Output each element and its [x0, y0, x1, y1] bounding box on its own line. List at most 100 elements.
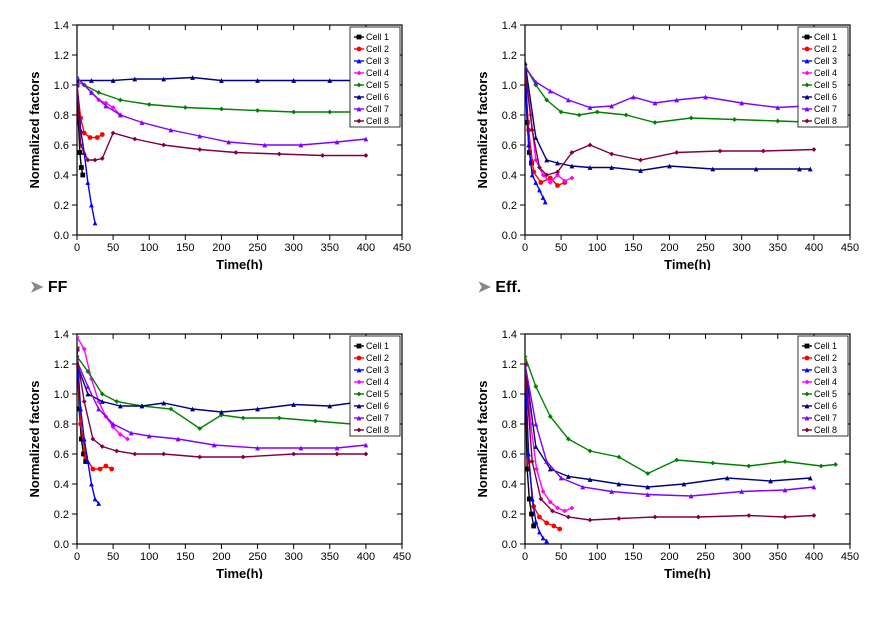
chart-svg-0: 0501001502002503003504004500.00.20.40.60… — [22, 10, 422, 270]
svg-text:Time(h): Time(h) — [216, 257, 263, 270]
svg-text:450: 450 — [393, 242, 411, 254]
svg-text:Normalized factors: Normalized factors — [27, 380, 42, 497]
svg-text:0.6: 0.6 — [54, 449, 69, 461]
svg-text:200: 200 — [212, 551, 230, 563]
svg-text:0.4: 0.4 — [54, 170, 69, 182]
svg-text:350: 350 — [768, 242, 786, 254]
svg-text:450: 450 — [840, 242, 858, 254]
svg-text:Cell 6: Cell 6 — [814, 401, 837, 411]
svg-text:300: 300 — [284, 242, 302, 254]
chart-svg-1: 0501001502002503003504004500.00.20.40.60… — [470, 10, 870, 270]
svg-text:1.2: 1.2 — [54, 50, 69, 62]
svg-text:100: 100 — [140, 242, 158, 254]
svg-text:250: 250 — [248, 242, 266, 254]
svg-text:0: 0 — [521, 242, 527, 254]
svg-text:1.4: 1.4 — [501, 20, 516, 32]
svg-text:Cell 5: Cell 5 — [366, 80, 389, 90]
svg-text:450: 450 — [840, 551, 858, 563]
svg-text:1.0: 1.0 — [54, 80, 69, 92]
svg-text:Cell 6: Cell 6 — [814, 92, 837, 102]
svg-text:Cell 3: Cell 3 — [366, 365, 389, 375]
panel-bottom-right: 0501001502002503003504004500.00.20.40.60… — [448, 309, 895, 617]
svg-text:Cell 3: Cell 3 — [814, 56, 837, 66]
svg-text:Cell 5: Cell 5 — [814, 389, 837, 399]
svg-text:Cell 8: Cell 8 — [366, 116, 389, 126]
svg-text:Cell 3: Cell 3 — [366, 56, 389, 66]
svg-text:Cell 1: Cell 1 — [814, 32, 837, 42]
svg-text:Cell 4: Cell 4 — [366, 68, 389, 78]
svg-text:0.8: 0.8 — [54, 110, 69, 122]
svg-text:1.0: 1.0 — [501, 389, 516, 401]
svg-text:Cell 2: Cell 2 — [366, 353, 389, 363]
svg-text:Cell 5: Cell 5 — [814, 80, 837, 90]
chart-svg-2: 0501001502002503003504004500.00.20.40.60… — [22, 319, 422, 579]
svg-text:400: 400 — [357, 242, 375, 254]
svg-text:Normalized factors: Normalized factors — [27, 71, 42, 188]
svg-text:250: 250 — [696, 242, 714, 254]
svg-text:300: 300 — [732, 551, 750, 563]
svg-text:50: 50 — [107, 242, 119, 254]
chart-grid: 0 50 100 150 200 250 300 350 400 450 0.0 0.2 0.4 0.6 0… — [0, 0, 895, 617]
bullet-eff: ➤ Eff. — [478, 277, 522, 297]
svg-text:Cell 1: Cell 1 — [814, 341, 837, 351]
svg-text:0.4: 0.4 — [501, 170, 516, 182]
svg-text:350: 350 — [768, 551, 786, 563]
svg-text:Time(h): Time(h) — [216, 566, 263, 579]
svg-text:Cell 7: Cell 7 — [366, 104, 389, 114]
svg-text:Cell 1: Cell 1 — [366, 32, 389, 42]
svg-text:Time(h): Time(h) — [664, 257, 711, 270]
svg-text:200: 200 — [660, 551, 678, 563]
svg-text:0.2: 0.2 — [501, 509, 516, 521]
bullet-eff-label: Eff. — [495, 279, 521, 296]
svg-text:50: 50 — [554, 551, 566, 563]
svg-text:1.2: 1.2 — [501, 50, 516, 62]
svg-text:Time(h): Time(h) — [664, 566, 711, 579]
svg-text:150: 150 — [176, 242, 194, 254]
svg-text:350: 350 — [321, 551, 339, 563]
svg-text:1.4: 1.4 — [501, 329, 516, 341]
svg-text:Cell 2: Cell 2 — [814, 44, 837, 54]
svg-text:Cell 6: Cell 6 — [366, 401, 389, 411]
panel-top-right: 0501001502002503003504004500.00.20.40.60… — [448, 0, 895, 309]
bullet-ff-label: FF — [48, 279, 68, 296]
chart-svg-3: 0501001502002503003504004500.00.20.40.60… — [470, 319, 870, 579]
svg-text:50: 50 — [107, 551, 119, 563]
svg-text:Normalized factors: Normalized factors — [475, 380, 490, 497]
svg-text:100: 100 — [588, 242, 606, 254]
svg-text:0: 0 — [521, 551, 527, 563]
svg-text:400: 400 — [357, 551, 375, 563]
svg-text:350: 350 — [321, 242, 339, 254]
svg-text:Cell 2: Cell 2 — [366, 44, 389, 54]
svg-text:0.8: 0.8 — [54, 419, 69, 431]
svg-text:0.6: 0.6 — [501, 449, 516, 461]
svg-text:300: 300 — [732, 242, 750, 254]
svg-text:150: 150 — [624, 551, 642, 563]
panel-bottom-left: 0501001502002503003504004500.00.20.40.60… — [0, 309, 448, 617]
svg-text:0.8: 0.8 — [501, 110, 516, 122]
svg-text:0.2: 0.2 — [501, 200, 516, 212]
svg-text:Cell 7: Cell 7 — [814, 413, 837, 423]
svg-text:Cell 6: Cell 6 — [366, 92, 389, 102]
svg-text:Cell 1: Cell 1 — [366, 341, 389, 351]
svg-text:Cell 5: Cell 5 — [366, 389, 389, 399]
svg-text:200: 200 — [660, 242, 678, 254]
svg-text:0.4: 0.4 — [501, 479, 516, 491]
svg-text:Cell 4: Cell 4 — [366, 377, 389, 387]
svg-text:Cell 7: Cell 7 — [814, 104, 837, 114]
svg-text:400: 400 — [804, 242, 822, 254]
svg-text:1.2: 1.2 — [54, 359, 69, 371]
svg-text:1.2: 1.2 — [501, 359, 516, 371]
svg-text:0.6: 0.6 — [54, 140, 69, 152]
svg-text:0.2: 0.2 — [54, 509, 69, 521]
svg-text:0: 0 — [74, 242, 80, 254]
svg-text:400: 400 — [804, 551, 822, 563]
bullet-ff: ➤ FF — [30, 277, 67, 297]
svg-text:200: 200 — [212, 242, 230, 254]
svg-text:Normalized factors: Normalized factors — [475, 71, 490, 188]
svg-text:450: 450 — [393, 551, 411, 563]
svg-text:150: 150 — [176, 551, 194, 563]
svg-text:Cell 4: Cell 4 — [814, 377, 837, 387]
svg-text:Cell 8: Cell 8 — [814, 116, 837, 126]
svg-text:0.0: 0.0 — [54, 539, 69, 551]
svg-text:Cell 3: Cell 3 — [814, 365, 837, 375]
